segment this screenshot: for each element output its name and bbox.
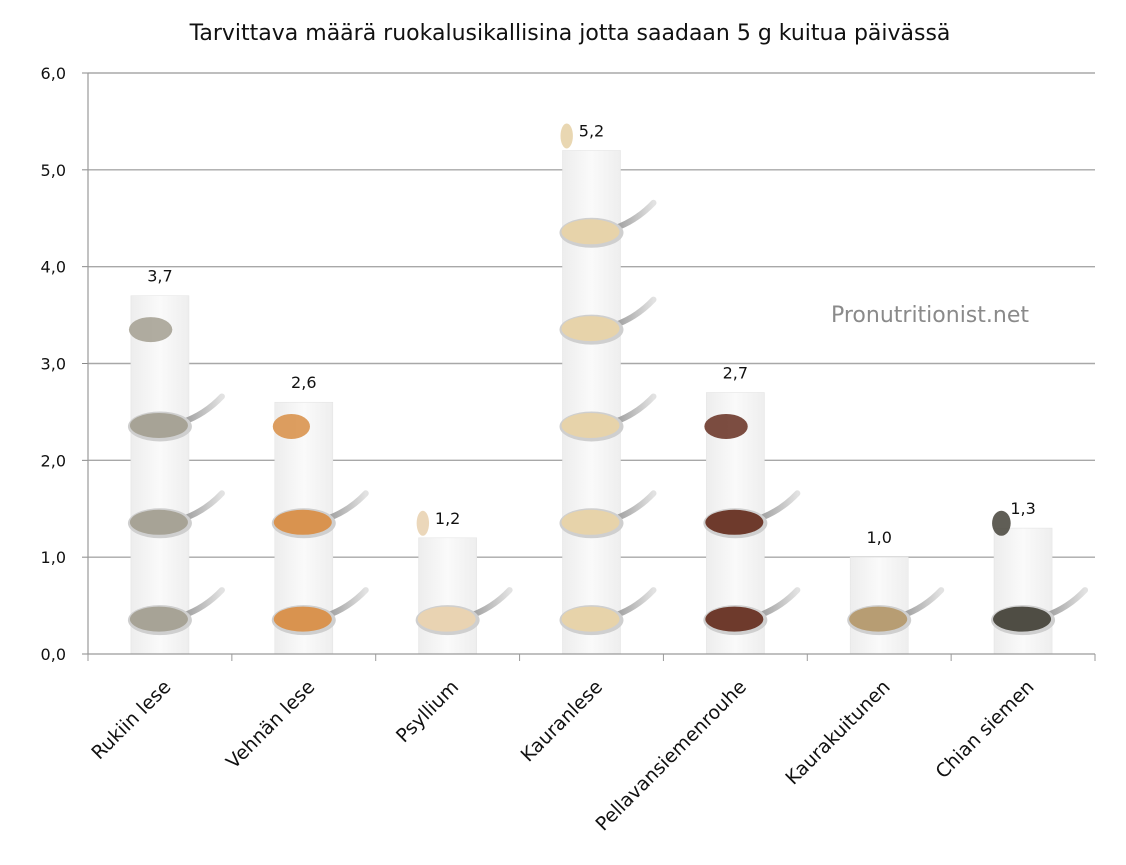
spoon-contents [561,316,620,342]
spoon-contents [128,317,173,343]
y-tick-label: 2,0 [41,451,66,470]
spoon-icon [559,393,657,442]
bar-2 [271,401,369,655]
bar-6 [847,556,945,655]
partial-spoon-icon [416,510,430,536]
bar-1 [127,295,225,655]
bars [127,123,1089,655]
spoon-contents [705,509,764,535]
spoon-icon [415,587,513,636]
category-label: Rukiin lese [87,676,175,764]
y-tick-label: 6,0 [41,64,66,83]
spoon-icon [271,490,369,539]
spoon-contents [272,413,310,439]
partial-spoon-icon [560,123,573,149]
data-label: 5,2 [579,121,604,140]
spoon-icon [559,199,657,248]
data-label: 2,7 [723,364,748,383]
spoon-contents [993,606,1052,632]
spoon-contents [561,219,620,245]
data-label: 1,0 [866,528,891,547]
bar-7 [991,510,1089,655]
spoon-icon [847,587,945,636]
spoon-icon [127,490,225,539]
spoon-icon [127,393,225,442]
partial-spoon-icon [128,317,173,343]
category-label: Kauranlese [517,676,607,766]
spoon-contents [273,606,332,632]
spoon-contents [416,510,430,536]
spoon-contents [561,606,620,632]
chart-title: Tarvittava määrä ruokalusikallisina jott… [189,21,951,46]
y-tick-labels: 0,0 1,0 2,0 3,0 4,0 5,0 6,0 [41,64,66,664]
spoon-contents [705,606,764,632]
spoon-contents [561,412,620,438]
data-label: 1,3 [1010,499,1035,518]
spoon-contents [849,606,908,632]
spoon-icon [991,587,1089,636]
spoon-icon [559,296,657,345]
bar-rect [418,537,477,655]
category-label: Kaurakuitunen [781,676,894,789]
watermark-text: Pronutritionist.net [831,303,1029,328]
spoon-icon [703,490,801,539]
spoon-contents [129,509,188,535]
y-tick-label: 0,0 [41,645,66,664]
category-label: Vehnän lese [222,676,319,773]
category-label: Chian siemen [932,676,1039,783]
y-tick-label: 4,0 [41,258,66,277]
spoon-icon [703,587,801,636]
bar-4 [559,123,657,655]
spoon-contents [417,606,476,632]
spoon-contents [129,412,188,438]
y-tick-label: 5,0 [41,161,66,180]
data-label: 2,6 [291,373,316,392]
spoon-contents [561,509,620,535]
data-label: 1,2 [435,509,460,528]
partial-spoon-icon [272,413,310,439]
y-tick-label: 1,0 [41,548,66,567]
data-labels: 3,7 2,6 1,2 5,2 2,7 1,0 1,3 [147,121,1036,547]
bar-5 [703,392,801,655]
data-label: 3,7 [147,267,172,286]
category-labels: Rukiin lese Vehnän lese Psyllium Kauranlese… [87,676,1038,835]
spoon-contents [704,413,748,439]
spoon-contents [560,123,573,149]
partial-spoon-icon [992,510,1011,536]
bar-3 [415,510,513,655]
spoon-contents [129,606,188,632]
bar-rect [130,295,190,655]
spoon-icon [559,587,657,636]
spoon-contents [273,509,332,535]
partial-spoon-icon [704,413,748,439]
category-label: Psyllium [392,676,463,747]
y-tick-label: 3,0 [41,355,66,374]
axes [82,72,1096,661]
spoon-icon [271,587,369,636]
bar-rect [993,527,1053,655]
category-label: Pellavansiemenrouhe [591,676,750,835]
spoon-contents [992,510,1011,536]
spoon-icon [127,587,225,636]
spoon-icon [559,490,657,539]
